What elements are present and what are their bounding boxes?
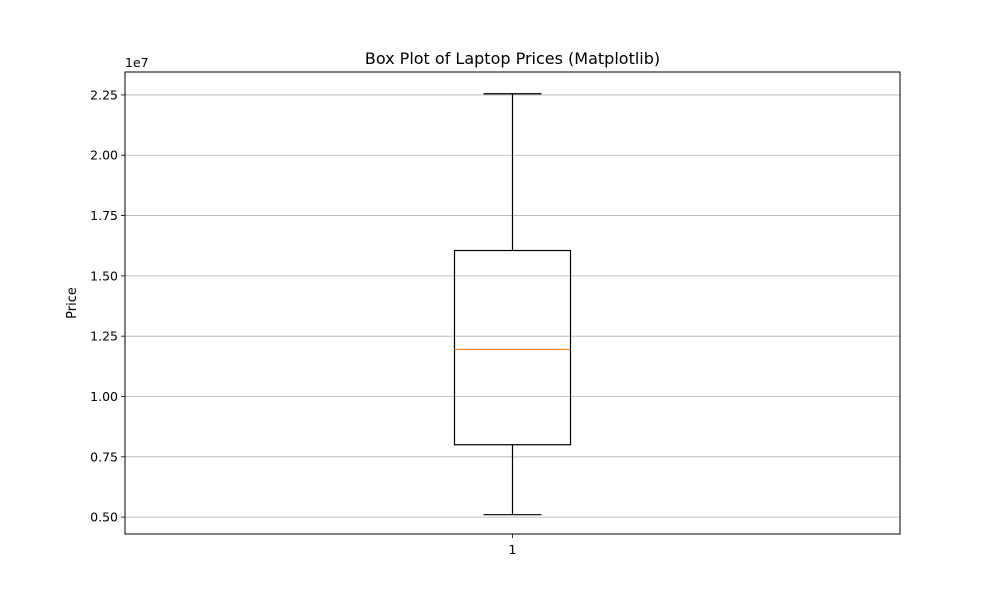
y-tick-label: 1.00 (90, 389, 118, 404)
y-tick-label: 2.00 (90, 148, 118, 163)
chart-title: Box Plot of Laptop Prices (Matplotlib) (365, 49, 660, 68)
y-tick-label: 2.25 (90, 87, 118, 102)
y-axis-offset-label: 1e7 (125, 55, 149, 70)
y-axis-label: Price (65, 287, 80, 319)
y-tick-label: 0.50 (90, 510, 118, 525)
y-tick-label: 1.75 (90, 208, 118, 223)
x-tick-label: 1 (509, 542, 517, 557)
x-axis-ticks: 1 (509, 534, 517, 557)
y-tick-label: 1.25 (90, 329, 118, 344)
y-axis-ticks: 0.50 0.75 1.00 1.25 1.50 1.75 2.00 2.25 (90, 87, 125, 525)
interquartile-box (453, 249, 572, 446)
y-tick-label: 1.50 (90, 268, 118, 283)
box-plot-marks (453, 93, 572, 516)
y-tick-label: 0.75 (90, 449, 118, 464)
